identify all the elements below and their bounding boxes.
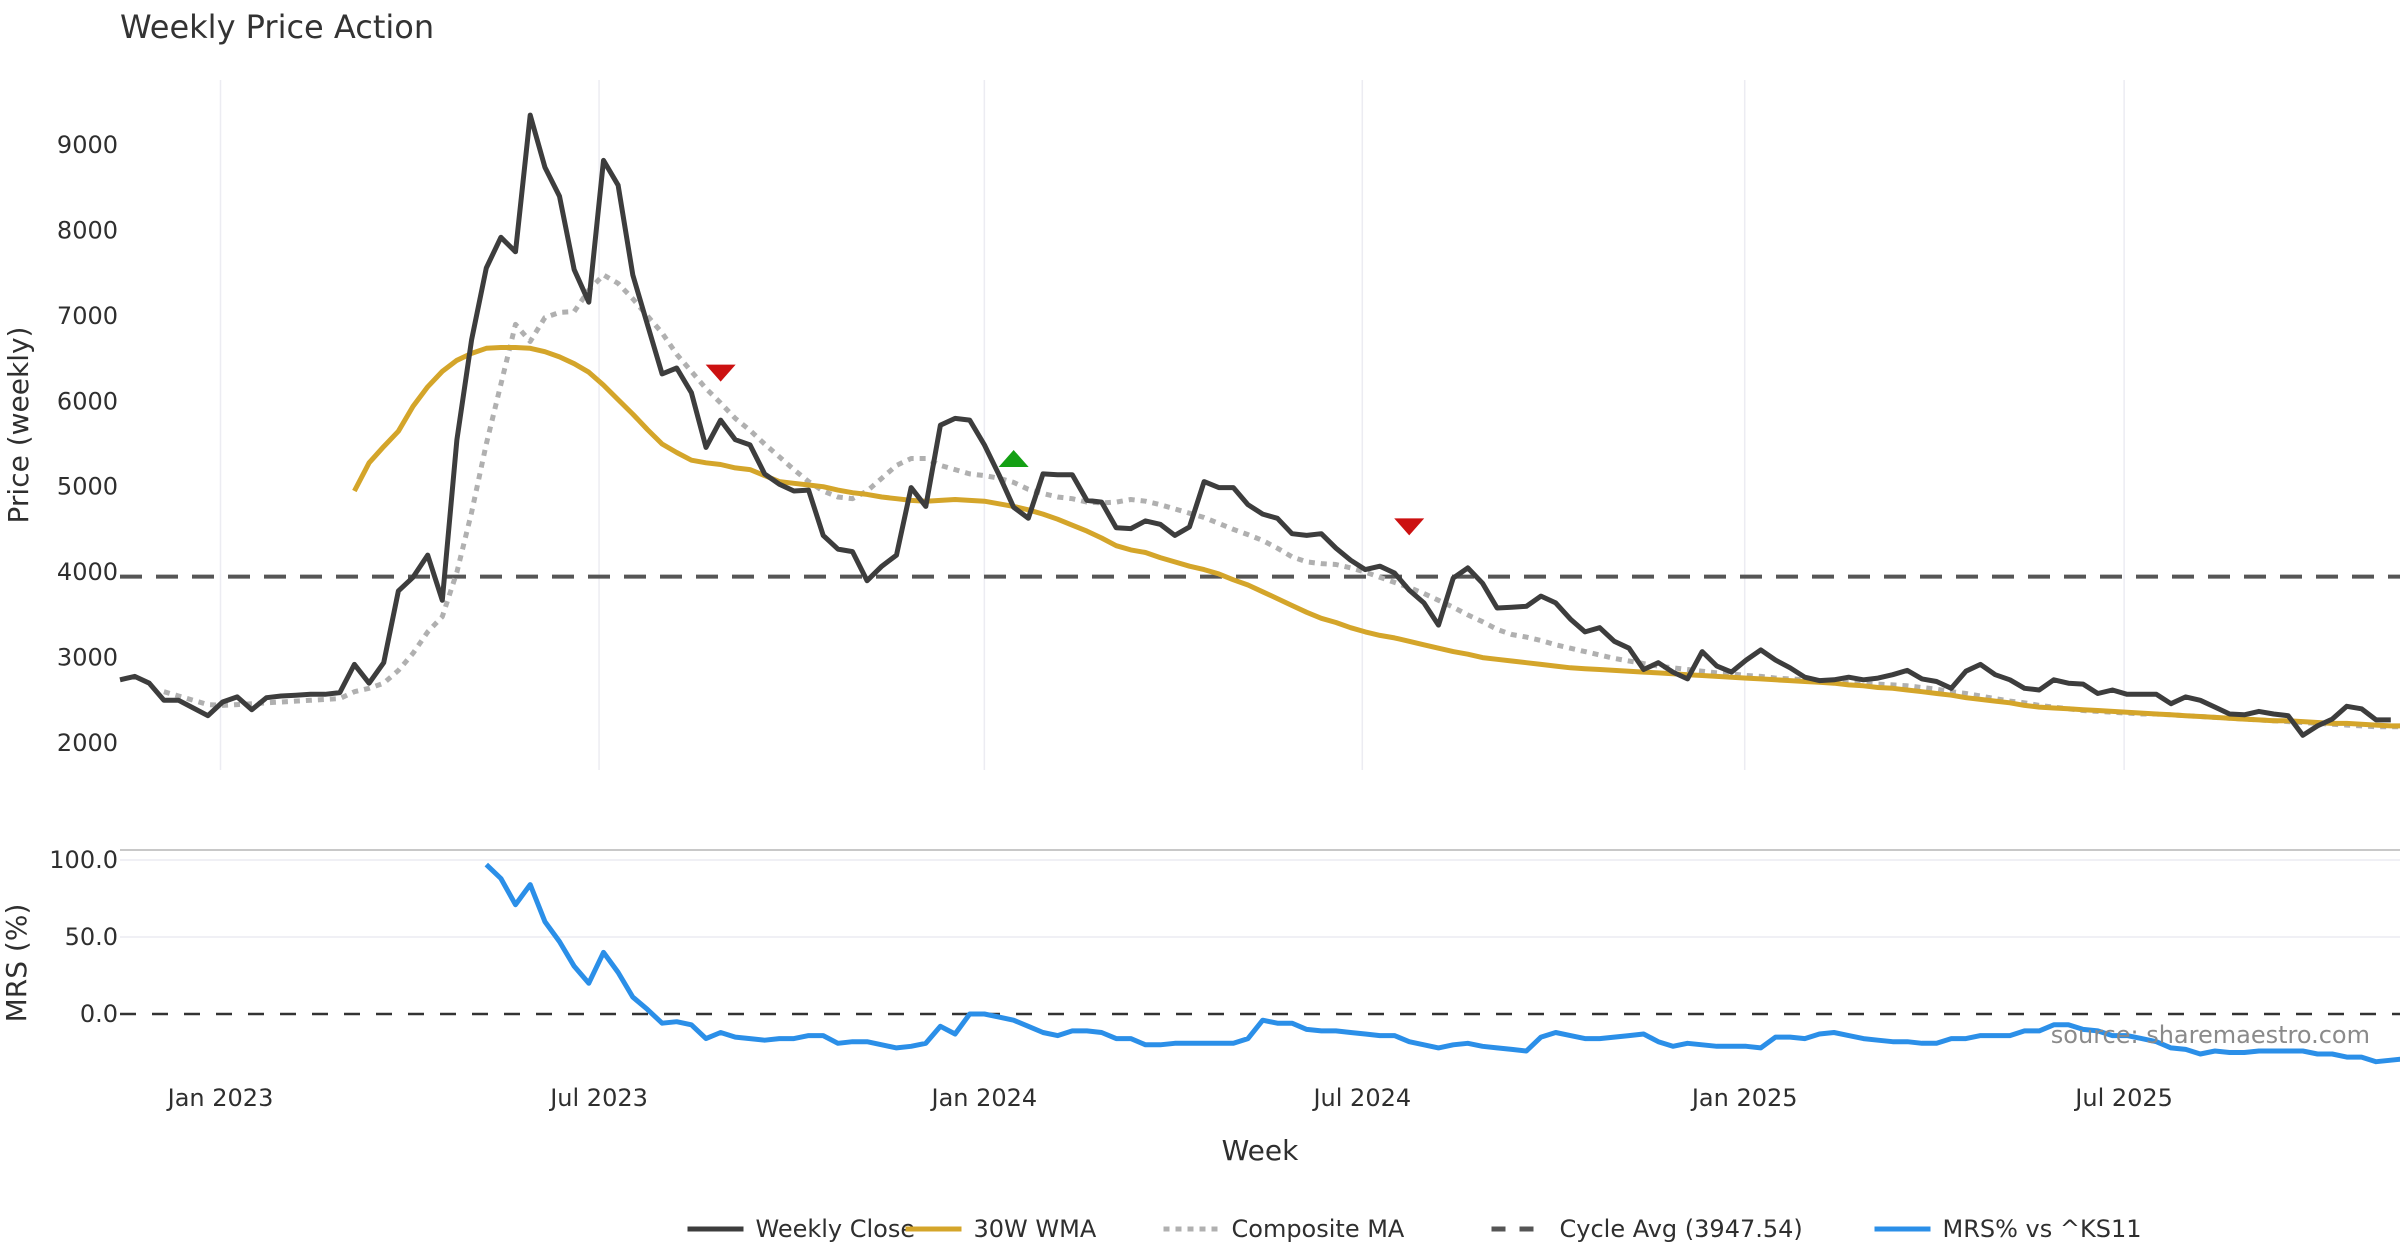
price-y-tick-label: 4000 <box>57 558 118 586</box>
30w-wma-line <box>352 345 2400 729</box>
mrs-y-axis-ticks: 0.0 50.0 100.0 <box>49 846 118 1028</box>
legend-item: 30W WMA <box>905 1215 1097 1243</box>
legend-item: MRS% vs ^KS11 <box>1874 1215 2142 1243</box>
legend: Weekly Close 30W WMA Composite MA Cycle Avg… <box>687 1215 2142 1243</box>
price-y-tick-label: 2000 <box>57 729 118 757</box>
signal-markers <box>705 364 1425 536</box>
legend-label: 30W WMA <box>974 1215 1097 1243</box>
legend-label: Weekly Close <box>756 1215 916 1243</box>
buy-signal-marker <box>998 450 1029 468</box>
x-tick-label: Jul 2024 <box>1311 1084 1411 1112</box>
price-y-tick-label: 6000 <box>57 387 118 415</box>
mrs-line <box>484 862 2400 1065</box>
x-axis-label: Week <box>1222 1134 1299 1167</box>
price-y-tick-label: 3000 <box>57 644 118 672</box>
x-tick-label: Jan 2023 <box>166 1084 274 1112</box>
price-y-axis-label: Price (weekly) <box>2 327 35 524</box>
sell-signal-marker <box>1394 518 1425 536</box>
legend-item: Cycle Avg (3947.54) <box>1491 1215 1803 1243</box>
mrs-y-tick-label: 0.0 <box>80 1000 118 1028</box>
x-tick-label: Jan 2025 <box>1690 1084 1798 1112</box>
sell-signal-marker <box>705 364 736 382</box>
price-y-tick-label: 5000 <box>57 473 118 501</box>
x-tick-label: Jan 2024 <box>929 1084 1037 1112</box>
legend-item: Weekly Close <box>687 1215 916 1243</box>
mrs-grid <box>120 859 2400 938</box>
mrs-y-axis-label: MRS (%) <box>0 904 33 1023</box>
mrs-y-tick-label: 100.0 <box>49 846 118 874</box>
legend-label: MRS% vs ^KS11 <box>1943 1215 2142 1243</box>
x-axis-ticks: Jan 2023 Jul 2023 Jan 2024 Jul 2024 Jan 2025… <box>166 1084 2173 1112</box>
legend-label: Composite MA <box>1232 1215 1405 1243</box>
legend-label: Cycle Avg (3947.54) <box>1560 1215 1803 1243</box>
composite-ma-line <box>163 272 2400 730</box>
mrs-y-tick-label: 50.0 <box>65 923 118 951</box>
x-tick-label: Jul 2025 <box>2073 1084 2173 1112</box>
price-y-tick-label: 9000 <box>57 131 118 159</box>
legend-item: Composite MA <box>1163 1215 1405 1243</box>
weekly-close-line <box>119 112 2391 738</box>
price-y-tick-label: 7000 <box>57 302 118 330</box>
mrs-series-group <box>120 862 2400 1065</box>
price-grid <box>219 80 2125 770</box>
price-series-group <box>119 112 2400 738</box>
price-y-tick-label: 8000 <box>57 216 118 244</box>
source-watermark: source: sharemaestro.com <box>2051 1021 2370 1049</box>
x-tick-label: Jul 2023 <box>548 1084 648 1112</box>
chart-title: Weekly Price Action <box>120 8 434 46</box>
price-y-axis-ticks: 2000 3000 4000 5000 6000 7000 8000 9000 <box>57 131 118 757</box>
